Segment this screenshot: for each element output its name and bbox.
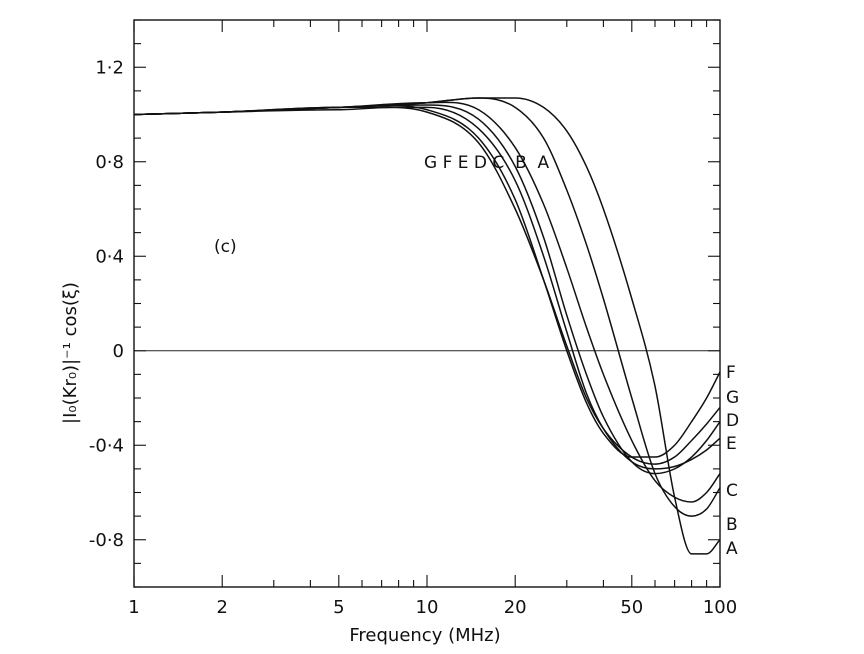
- y-tick-label: -0·8: [89, 530, 124, 551]
- series-line-f: [133, 104, 721, 458]
- x-tick-label: 10: [416, 597, 439, 618]
- x-tick-label: 2: [216, 597, 227, 618]
- curve-labels-top: G F E D C B A: [424, 153, 550, 173]
- x-axis-title: Frequency (MHz): [349, 625, 500, 646]
- series-curves: [133, 97, 721, 555]
- x-tick-label: 20: [504, 597, 527, 618]
- y-tick-labels: 1·2 0·8 0·4 0 -0·4 -0·8: [89, 57, 124, 551]
- end-label-e: E: [726, 434, 737, 454]
- end-label-c: C: [726, 481, 738, 501]
- x-tick-label: 50: [620, 597, 643, 618]
- end-label-g: G: [726, 388, 739, 408]
- end-label-a: A: [726, 539, 738, 559]
- y-tick-label: 0·4: [95, 246, 124, 267]
- x-tick-label: 1: [128, 597, 139, 618]
- y-axis-title: |I₀(Kr₀)|⁻¹ cos(ξ): [60, 282, 81, 424]
- end-label-f: F: [726, 363, 736, 383]
- end-label-d: D: [726, 411, 739, 431]
- plot-frame: [133, 19, 721, 588]
- x-tick-label: 5: [333, 597, 344, 618]
- x-tick-labels: 1 2 5 10 20 50 100: [128, 597, 737, 618]
- y-tick-label: 1·2: [95, 57, 124, 78]
- y-tick-label: 0·8: [95, 152, 124, 173]
- y-tick-label: 0: [113, 341, 124, 362]
- end-label-b: B: [726, 515, 738, 535]
- series-line-g: [133, 106, 721, 465]
- y-tick-label: -0·4: [89, 435, 124, 456]
- panel-label: (c): [214, 237, 237, 257]
- x-tick-label: 100: [703, 597, 737, 618]
